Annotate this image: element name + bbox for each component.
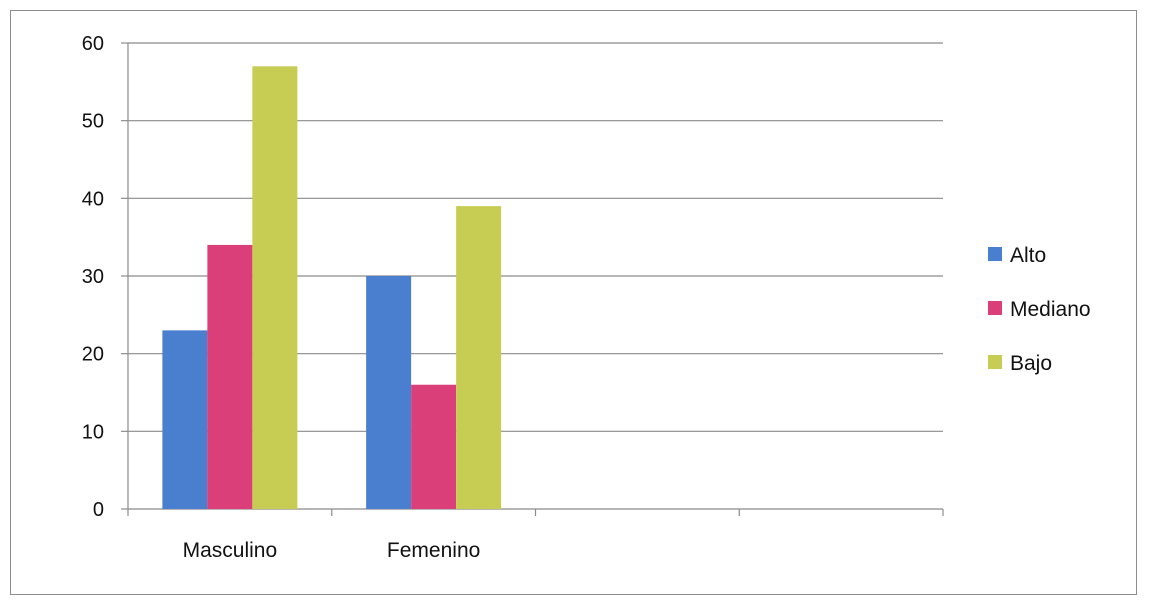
- legend-label-mediano: Mediano: [1010, 298, 1091, 321]
- legend-label-bajo: Bajo: [1010, 352, 1052, 375]
- bar-bajo-femenino: [456, 206, 502, 509]
- legend-swatch-mediano: [988, 301, 1002, 315]
- y-tick-label: 0: [93, 499, 104, 521]
- bar-mediano-femenino: [411, 384, 457, 509]
- bar-alto-femenino: [366, 276, 412, 509]
- y-tick-label: 50: [82, 111, 104, 133]
- bar-mediano-masculino: [207, 244, 253, 509]
- axes: [121, 42, 944, 516]
- axis-labels: 0 10 20 30 40 50 60 Masculino Femenino: [82, 33, 481, 562]
- y-tick-label: 30: [82, 266, 104, 288]
- x-category-label: Femenino: [387, 539, 480, 562]
- legend: Alto Mediano Bajo: [988, 244, 1091, 375]
- legend-swatch-alto: [988, 247, 1002, 261]
- bar-alto-masculino: [162, 330, 208, 509]
- y-tick-label: 60: [82, 33, 104, 55]
- legend-swatch-bajo: [988, 355, 1002, 369]
- bars: [162, 66, 502, 510]
- x-category-label: Masculino: [183, 539, 278, 562]
- legend-label-alto: Alto: [1010, 244, 1046, 267]
- y-tick-label: 10: [82, 421, 104, 443]
- y-tick-label: 20: [82, 344, 104, 366]
- bar-bajo-masculino: [252, 66, 298, 510]
- y-tick-label: 40: [82, 188, 104, 210]
